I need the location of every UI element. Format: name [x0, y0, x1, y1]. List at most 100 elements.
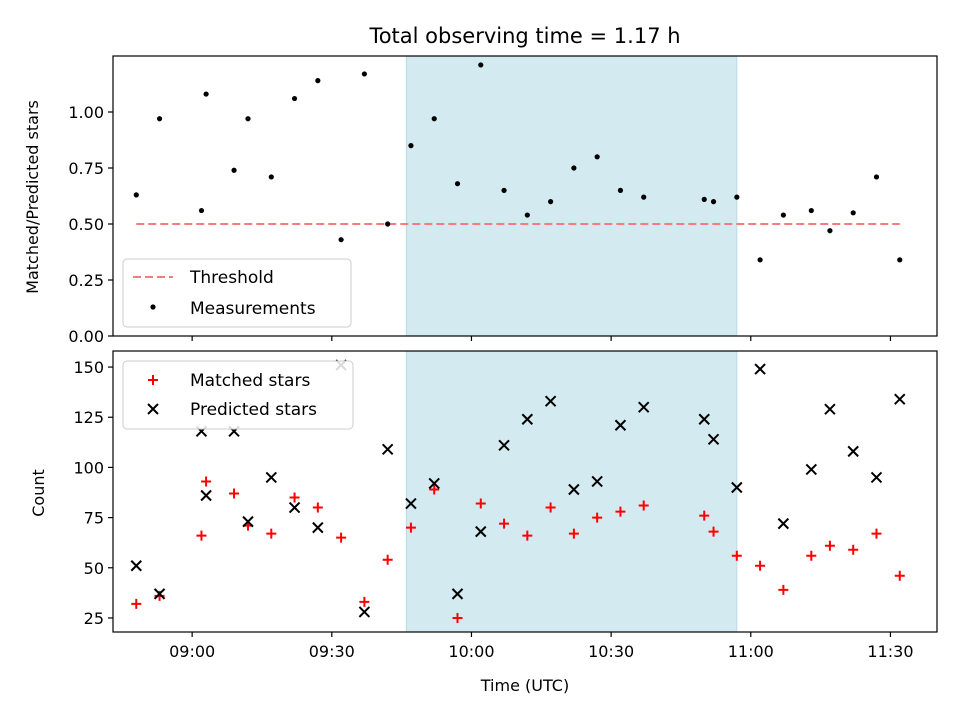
y-tick-label: 100 — [73, 458, 104, 477]
measurement-point — [231, 167, 237, 173]
predicted-star-point — [591, 475, 603, 488]
axes-frame — [112, 350, 938, 633]
predicted-star-point — [638, 401, 650, 413]
legend: Matched stars Predicted stars — [122, 360, 354, 430]
predicted-star-point — [521, 413, 534, 425]
legend-predicted-label: Predicted stars — [190, 400, 317, 420]
measurement-point — [808, 207, 814, 214]
y-tick-label: 0.25 — [68, 271, 104, 290]
measurement-point — [315, 78, 321, 84]
x-tick-label: 09:30 — [309, 642, 355, 661]
predicted-star-point — [358, 606, 371, 618]
measurement-point — [757, 257, 763, 263]
matched-star-point — [824, 540, 835, 551]
matched-star-point — [336, 532, 347, 543]
y-tick-label: 1.00 — [68, 103, 104, 122]
measurement-point — [133, 192, 139, 198]
measurement-point — [710, 199, 717, 205]
matched-star-point — [871, 528, 882, 539]
predicted-star-point — [824, 403, 836, 415]
matched-star-point — [382, 554, 393, 565]
x-axis-label: Time (UTC) — [480, 676, 569, 695]
legend-predicted-swatch — [147, 403, 159, 415]
predicted-star-point — [754, 363, 766, 375]
predicted-star-point — [242, 515, 254, 528]
matched-star-point — [475, 498, 486, 509]
measurement-point — [571, 165, 577, 171]
predicted-star-point — [265, 471, 277, 484]
legend-box — [122, 360, 354, 430]
matched-star-point — [708, 526, 719, 537]
predicted-star-point — [405, 497, 417, 510]
matched-star-point — [154, 590, 165, 601]
measurement-point — [548, 199, 554, 205]
matched-star-point — [592, 512, 603, 523]
matched-star-point — [894, 570, 905, 581]
measurement-point — [408, 143, 414, 149]
matched-star-point — [131, 598, 142, 609]
legend-threshold-label: Threshold — [189, 268, 274, 288]
predicted-star-point — [544, 395, 557, 407]
bottom-panel-counts: 25 50 75 100 125 150 09:00 09:30 10:00 10:30 11:00… — [73, 350, 938, 661]
measurement-point — [780, 212, 786, 218]
matched-star-point — [699, 510, 710, 521]
matched-star-point — [638, 500, 649, 511]
x-tick-label: 11:30 — [867, 642, 913, 661]
y-tick-label: 0.50 — [68, 215, 104, 234]
matched-star-point — [499, 518, 510, 529]
measurement-point — [501, 187, 507, 193]
measurement-point — [431, 116, 437, 122]
matched-star-point — [196, 530, 207, 541]
predicted-star-point — [312, 521, 324, 534]
legend: Threshold Measurements — [122, 258, 352, 328]
legend-measurement-swatch — [150, 304, 156, 310]
highlight-span — [405, 55, 738, 337]
measurement-point — [268, 174, 274, 180]
matched-star-point — [359, 596, 370, 607]
measurement-point — [291, 95, 298, 102]
measurement-point — [850, 210, 856, 216]
measurement-point — [203, 91, 209, 97]
predicted-star-point — [130, 560, 142, 572]
measurement-point — [454, 181, 461, 187]
matched-star-point — [289, 492, 300, 503]
y-tick-label: 150 — [73, 358, 104, 377]
matched-star-point — [545, 502, 556, 513]
predicted-star-point — [200, 489, 212, 502]
matched-star-point — [229, 488, 240, 499]
y-tick-label: 25 — [84, 609, 104, 628]
y-tick-label: 125 — [73, 408, 104, 427]
matched-star-point — [615, 506, 626, 517]
measurement-point — [198, 207, 205, 214]
matched-star-point — [405, 522, 416, 533]
top-y-axis-label: Matched/Predicted stars — [23, 100, 42, 294]
matched-star-point — [568, 528, 579, 539]
measurement-point — [245, 116, 251, 122]
measurement-point — [478, 62, 484, 68]
measurement-point — [361, 71, 367, 77]
matched-star-point — [201, 476, 212, 487]
chart-title: Total observing time = 1.17 h — [368, 24, 680, 48]
predicted-star-point — [805, 463, 818, 476]
matched-star-point — [429, 484, 440, 495]
y-tick-label: 0.75 — [68, 159, 104, 178]
axes-frame — [112, 55, 938, 337]
predicted-star-point — [870, 471, 883, 484]
measurement-point — [701, 196, 707, 202]
y-tick-label: 50 — [84, 559, 104, 578]
predicted-star-point — [288, 501, 301, 514]
y-tick-label: 75 — [84, 509, 104, 528]
legend-matched-swatch — [148, 375, 158, 385]
measurement-point — [873, 174, 880, 180]
predicted-star-point — [568, 483, 580, 496]
measurement-point — [734, 194, 740, 200]
measurement-point — [338, 237, 344, 243]
predicted-star-point — [153, 588, 166, 600]
predicted-star-point — [847, 445, 859, 458]
bottom-y-axis-label: Count — [29, 469, 48, 517]
predicted-star-point — [428, 477, 440, 490]
x-tick-label: 09:00 — [169, 642, 215, 661]
legend-measurement-label: Measurements — [190, 299, 316, 319]
measurement-point — [827, 228, 833, 234]
